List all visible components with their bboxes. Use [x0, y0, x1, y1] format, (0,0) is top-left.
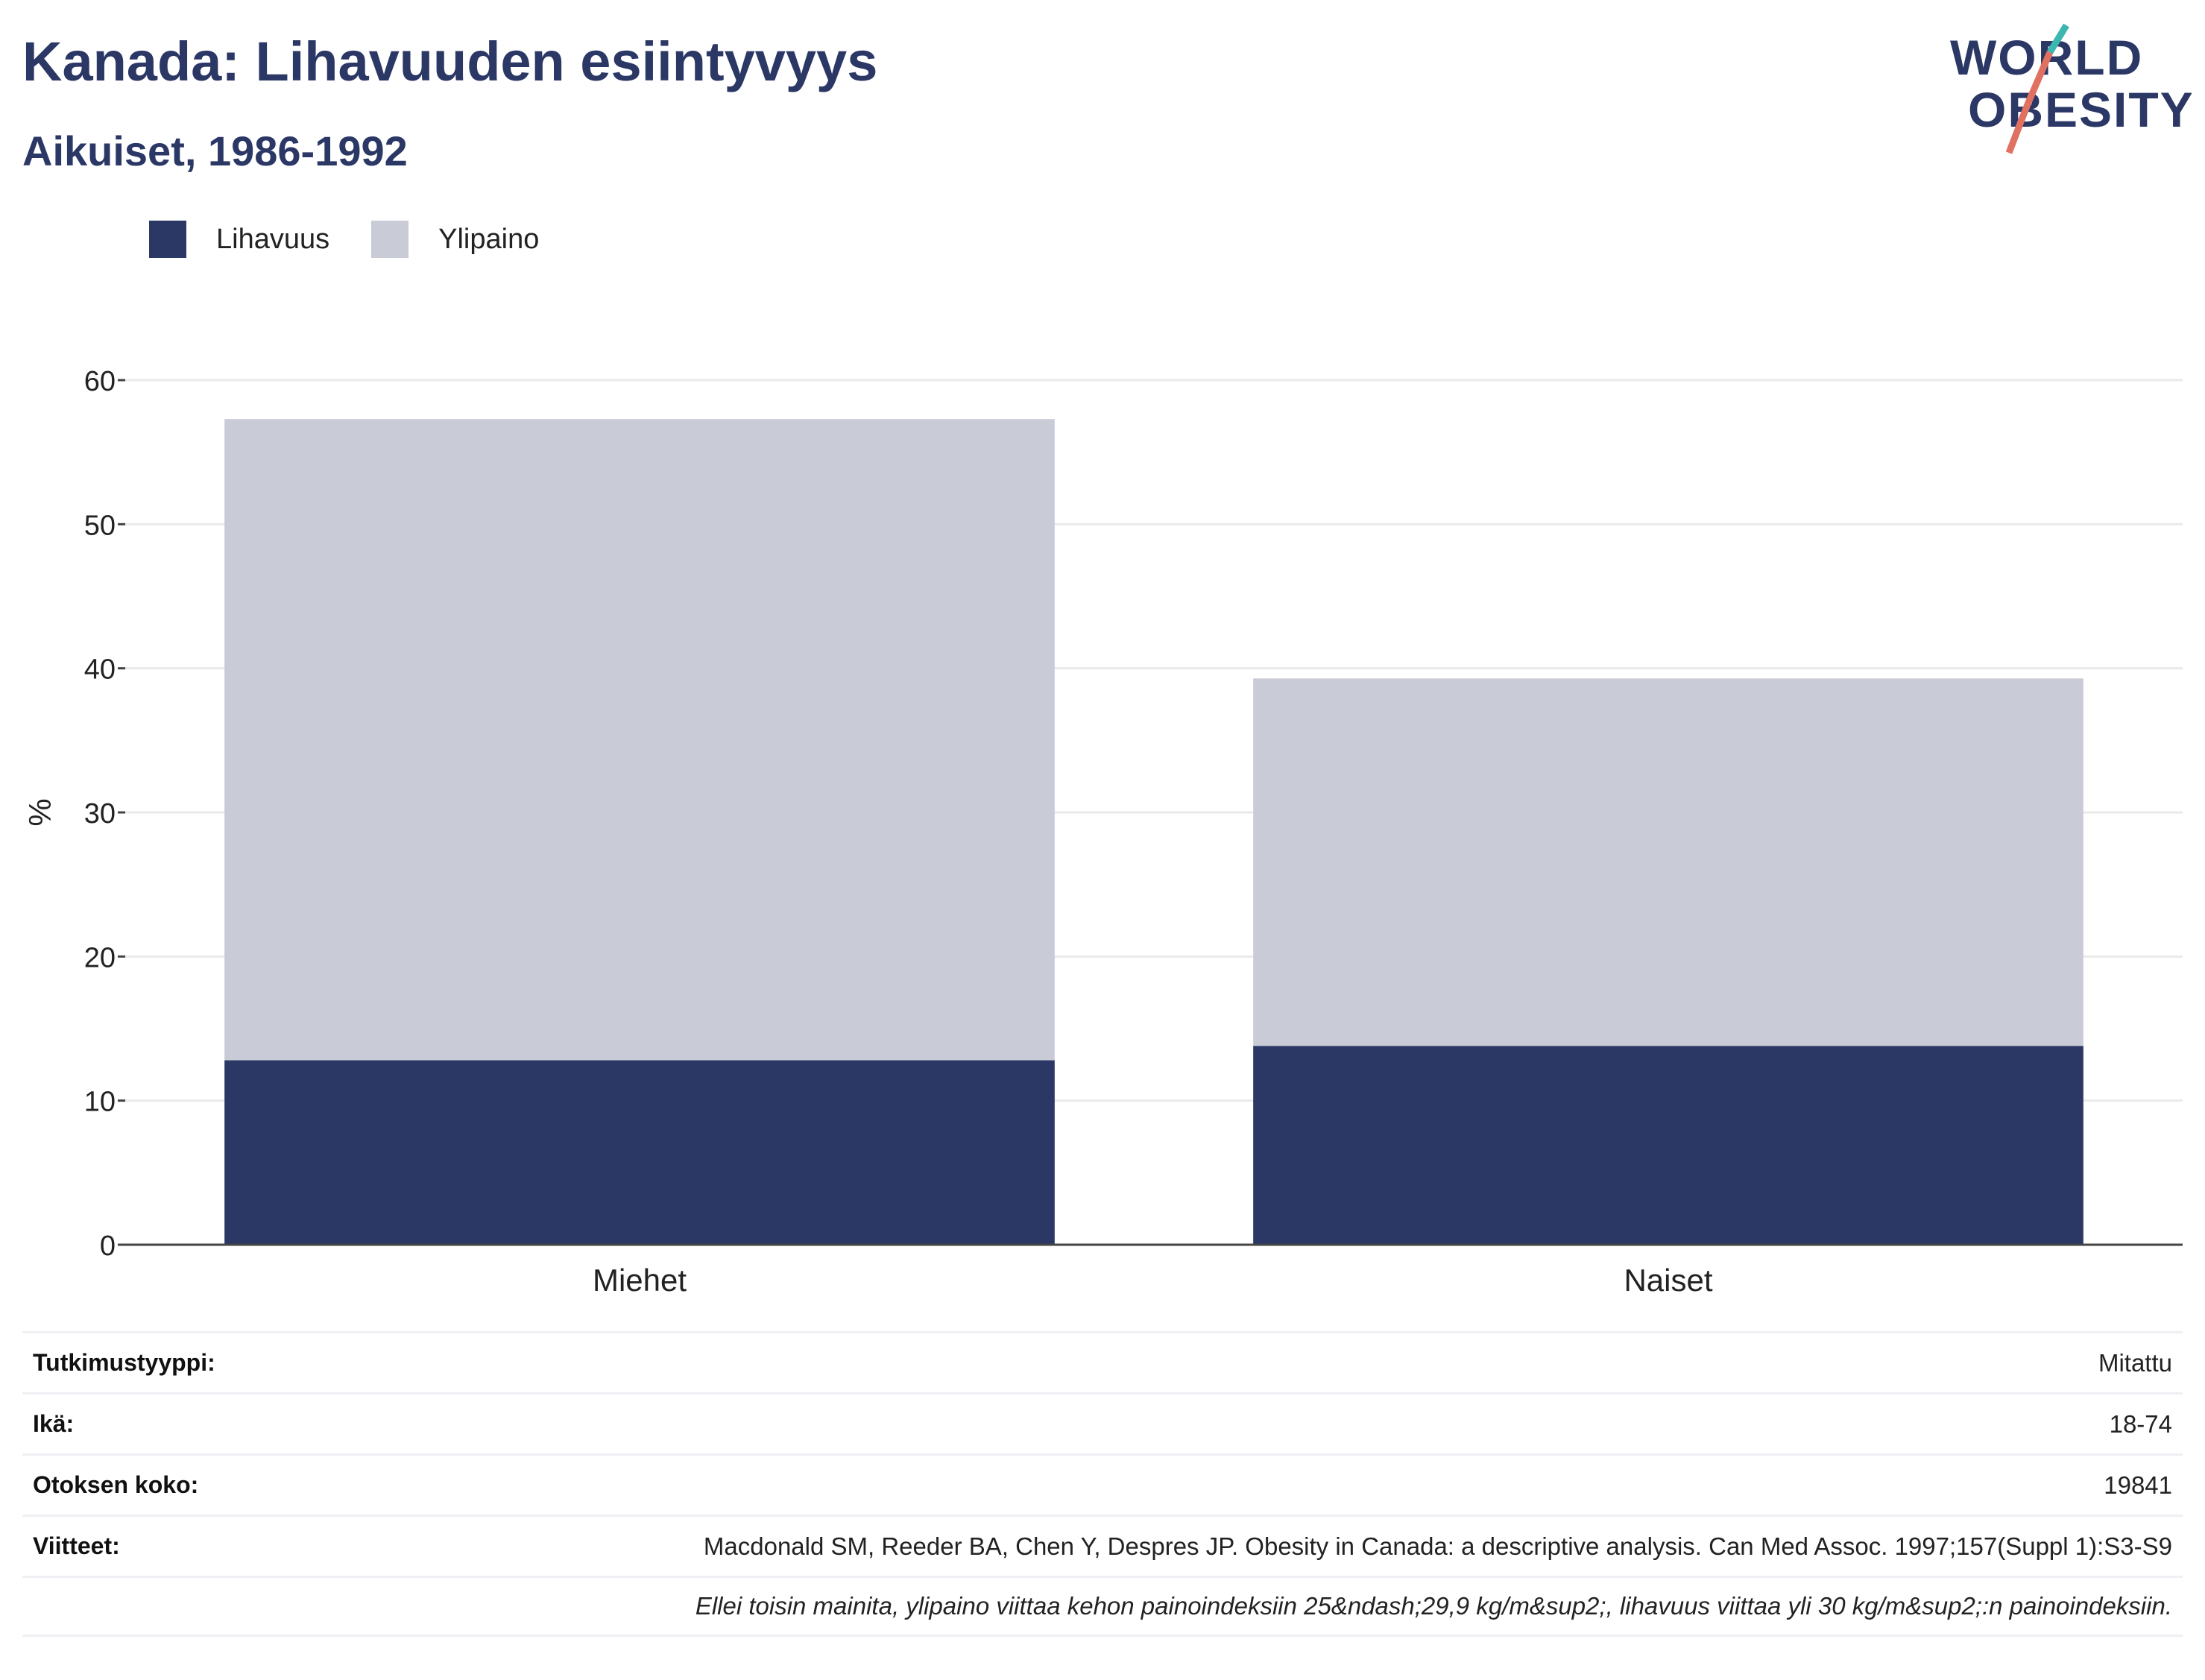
- y-tick-label: 60: [84, 366, 116, 397]
- legend-swatch-lihavuus: [149, 221, 186, 258]
- legend-label: Lihavuus: [216, 223, 330, 255]
- y-tick-label: 50: [84, 510, 116, 541]
- chart-legend: Lihavuus Ylipaino: [149, 221, 581, 258]
- y-tick-label: 30: [84, 798, 116, 830]
- legend-item-lihavuus: Lihavuus: [149, 221, 329, 258]
- legend-item-ylipaino: Ylipaino: [371, 221, 539, 258]
- svg-text:OBESITY: OBESITY: [1968, 82, 2192, 137]
- info-value: 19841: [2104, 1471, 2172, 1499]
- info-label: Ikä:: [33, 1410, 75, 1437]
- bar-ylipaino-naiset: [1253, 678, 2083, 1046]
- info-label: Viitteet:: [33, 1532, 120, 1559]
- bar-lihavuus-naiset: [1253, 1046, 2083, 1245]
- info-value: 18-74: [2109, 1409, 2172, 1438]
- stacked-bar-chart: 0 10 20 30 40 50 60% Miehet Naiset: [22, 366, 2183, 1297]
- info-value: Macdonald SM, Reeder BA, Chen Y, Despres…: [703, 1532, 2172, 1560]
- info-label: Otoksen koko:: [33, 1471, 199, 1498]
- bar-lihavuus-miehet: [224, 1060, 1055, 1245]
- legend-label: Ylipaino: [438, 223, 540, 255]
- page-subtitle: Aikuiset, 1986-1992: [22, 127, 408, 174]
- page-title: Kanada: Lihavuuden esiintyvyys: [22, 31, 878, 92]
- info-row-note: Ellei toisin mainita, ylipaino viittaa k…: [22, 1576, 2183, 1637]
- info-row-references: Viitteet: Macdonald SM, Reeder BA, Chen …: [22, 1515, 2183, 1576]
- info-row-sample-size: Otoksen koko: 19841: [22, 1453, 2183, 1515]
- legend-swatch-ylipaino: [371, 221, 409, 258]
- x-tick-label: Miehet: [593, 1263, 687, 1297]
- x-tick-label: Naiset: [1624, 1263, 1712, 1297]
- y-tick-label: 20: [84, 942, 116, 973]
- bar-ylipaino-miehet: [224, 419, 1055, 1061]
- info-value: Mitattu: [2098, 1348, 2172, 1377]
- info-label: Tutkimustyyppi:: [33, 1349, 215, 1376]
- study-info-table: Tutkimustyyppi: Mitattu Ikä: 18-74 Otoks…: [22, 1331, 2183, 1637]
- y-tick-label: 0: [100, 1231, 116, 1262]
- world-obesity-logo: WORLD OBESITY: [1950, 23, 2192, 154]
- y-axis-label: %: [22, 798, 57, 826]
- info-row-study-type: Tutkimustyyppi: Mitattu: [22, 1331, 2183, 1392]
- y-tick-label: 10: [84, 1087, 116, 1118]
- definition-note: Ellei toisin mainita, ylipaino viittaa k…: [695, 1592, 2172, 1620]
- info-row-age: Ikä: 18-74: [22, 1392, 2183, 1453]
- y-tick-label: 40: [84, 654, 116, 686]
